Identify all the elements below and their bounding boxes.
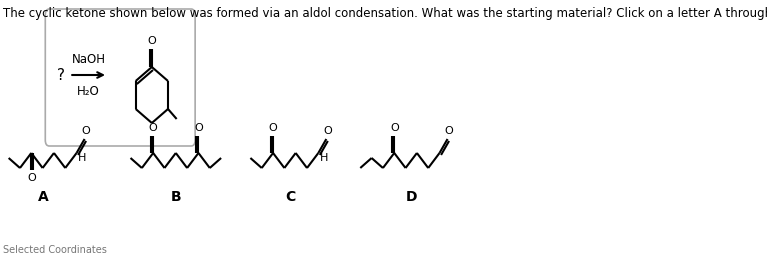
Text: O: O — [194, 123, 202, 133]
Text: H₂O: H₂O — [77, 85, 100, 98]
Text: NaOH: NaOH — [71, 53, 106, 66]
Text: O: O — [147, 36, 156, 46]
FancyBboxPatch shape — [45, 9, 195, 146]
Text: O: O — [27, 173, 36, 183]
Text: The cyclic ketone shown below was formed via an aldol condensation. What was the: The cyclic ketone shown below was formed… — [3, 7, 767, 20]
Text: C: C — [285, 190, 295, 204]
Text: O: O — [268, 123, 278, 133]
Text: O: O — [390, 123, 399, 133]
Text: Selected Coordinates: Selected Coordinates — [3, 245, 107, 255]
Text: ?: ? — [58, 68, 65, 82]
Text: O: O — [81, 126, 91, 136]
Text: H: H — [320, 153, 328, 163]
Text: D: D — [406, 190, 417, 204]
Text: O: O — [323, 126, 332, 136]
Text: B: B — [170, 190, 181, 204]
Text: H: H — [77, 153, 86, 163]
Text: A: A — [38, 190, 48, 204]
Text: O: O — [149, 123, 157, 133]
Text: O: O — [445, 126, 453, 136]
